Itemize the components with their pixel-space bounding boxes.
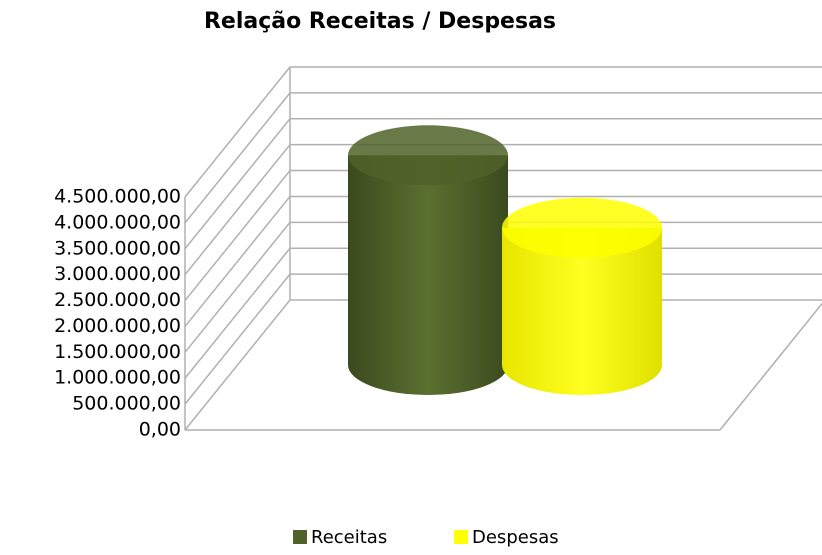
y-tick-label: 1.500.000,00 bbox=[54, 341, 181, 363]
grid-line bbox=[184, 273, 291, 405]
grid-line bbox=[184, 221, 291, 353]
y-tick-label: 1.000.000,00 bbox=[54, 367, 181, 389]
cylinder-top bbox=[502, 197, 662, 258]
y-tick-label: 4.000.000,00 bbox=[54, 211, 181, 233]
y-tick-label: 0,00 bbox=[139, 419, 181, 441]
y-tick-label: 500.000,00 bbox=[72, 393, 181, 415]
grid-line bbox=[184, 170, 291, 302]
grid-line bbox=[184, 247, 291, 379]
legend-label: Receitas bbox=[311, 527, 387, 548]
cylinder-body bbox=[348, 155, 508, 395]
cylinder-top bbox=[348, 125, 508, 186]
cylinder-body bbox=[502, 227, 662, 395]
y-tick-label: 4.500.000,00 bbox=[54, 186, 181, 208]
grid-line bbox=[184, 299, 291, 431]
floor-edge bbox=[719, 302, 822, 431]
y-tick-label: 3.000.000,00 bbox=[54, 263, 181, 285]
grid-line bbox=[184, 92, 291, 224]
cylinder bbox=[502, 197, 662, 395]
y-tick-label: 3.500.000,00 bbox=[54, 237, 181, 259]
grid-line bbox=[184, 195, 291, 327]
grid-line bbox=[184, 66, 291, 198]
cylinder bbox=[348, 125, 508, 395]
legend-label: Despesas bbox=[472, 527, 559, 548]
grid-line bbox=[184, 144, 291, 276]
legend-swatch bbox=[454, 530, 468, 544]
grid-line bbox=[184, 118, 291, 250]
chart-title: Relação Receitas / Despesas bbox=[204, 9, 556, 34]
y-tick-label: 2.500.000,00 bbox=[54, 289, 181, 311]
y-tick-label: 2.000.000,00 bbox=[54, 315, 181, 337]
legend-swatch bbox=[293, 530, 307, 544]
